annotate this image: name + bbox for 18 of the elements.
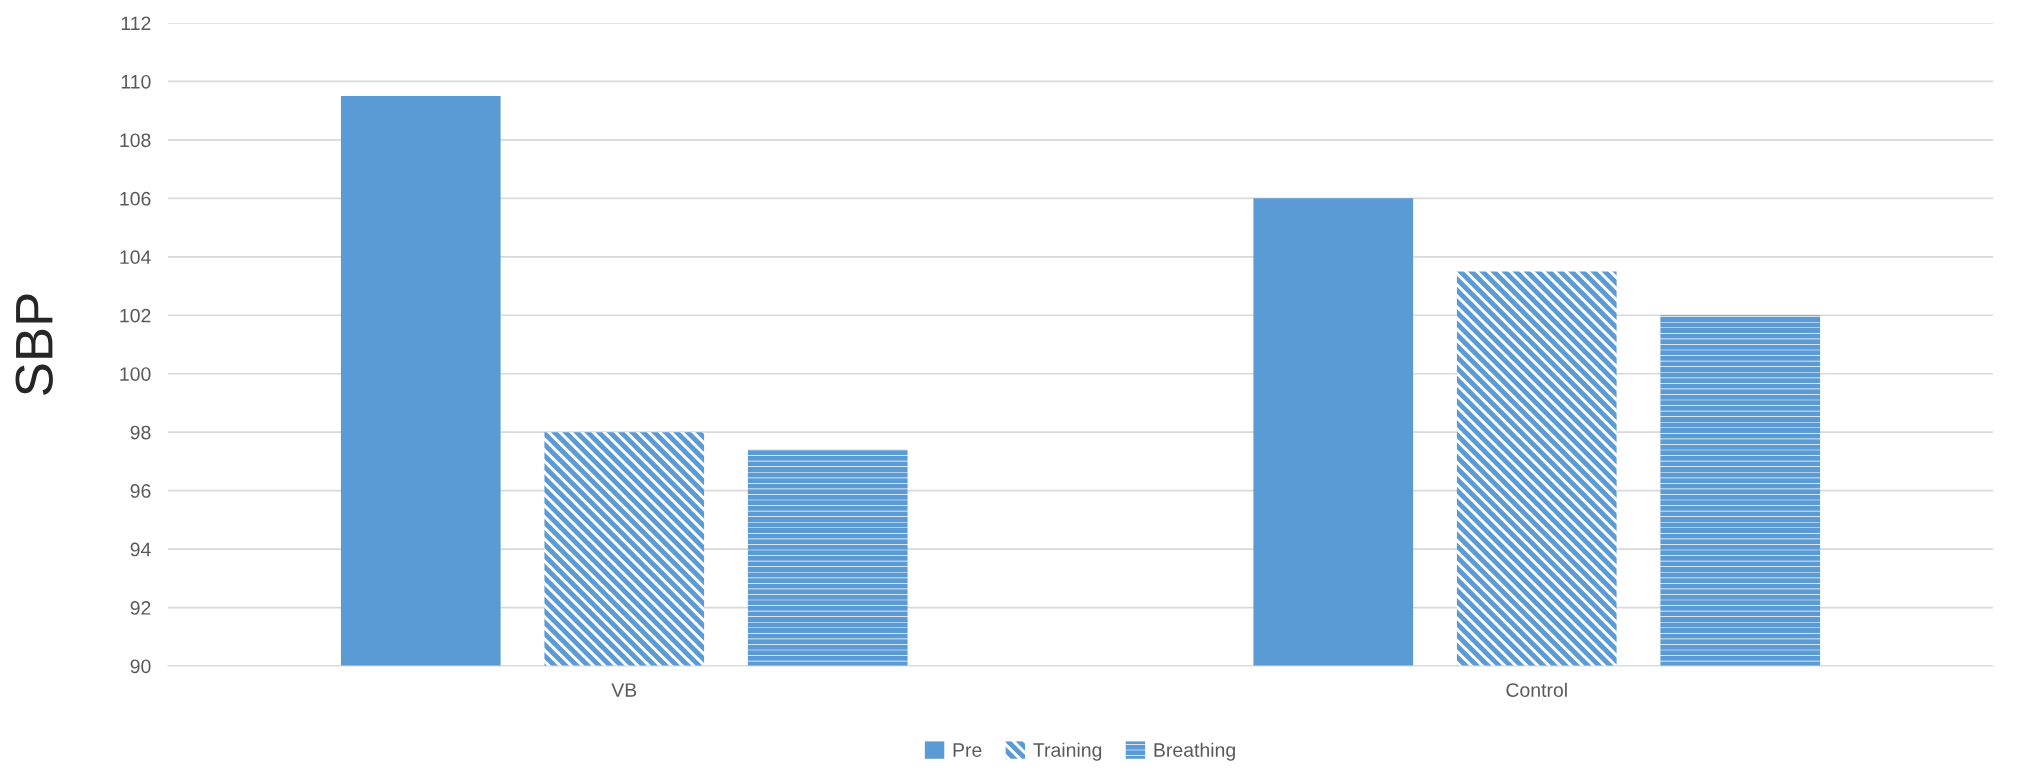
- x-tick-label: VB: [611, 683, 637, 697]
- y-tick-label: 90: [130, 659, 151, 674]
- legend-label: Pre: [953, 743, 982, 757]
- y-tick-label: 92: [130, 601, 151, 615]
- y-tick-label: 98: [130, 425, 151, 440]
- legend-label: Training: [1033, 742, 1102, 761]
- y-tick-label: 110: [121, 74, 151, 89]
- legend-label: Breathing: [1154, 742, 1235, 761]
- x-tick-label: Control: [1506, 682, 1567, 697]
- y-tick-label: 102: [120, 308, 151, 323]
- y-tick-label: 104: [120, 250, 151, 265]
- y-tick-label: 106: [120, 191, 151, 206]
- y-axis-title: SBP: [15, 294, 53, 395]
- y-tick-label: 112: [121, 16, 151, 31]
- y-tick-label: 94: [130, 542, 151, 557]
- y-tick-label: 100: [120, 367, 151, 381]
- y-tick-label: 96: [130, 484, 151, 498]
- y-tick-label: 108: [120, 133, 151, 148]
